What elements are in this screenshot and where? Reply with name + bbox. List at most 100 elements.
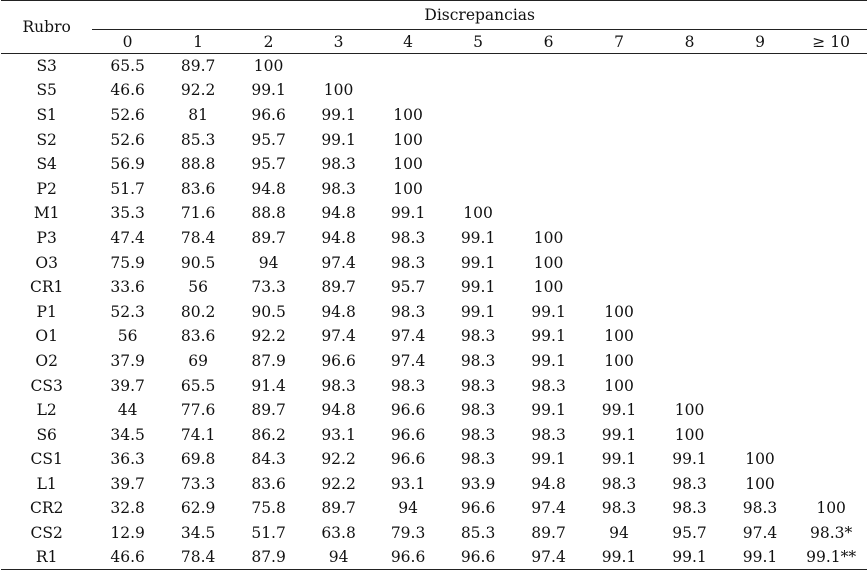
value-cell: 96.6 [251, 105, 286, 124]
value-cell [654, 103, 724, 128]
value-cell [795, 152, 867, 177]
value-cell: 95.7 [251, 130, 286, 149]
value-cell: 96.6 [442, 545, 514, 571]
rubro-cell: CR1 [29, 278, 64, 297]
column-header-row: 0 1 2 3 4 5 6 7 8 9 ≥ 10 [1, 29, 867, 54]
value-cell: 93.1 [390, 474, 426, 493]
value-cell [795, 349, 867, 374]
table-row: CR1 33.6 56 73.3 89.7 95.7 99.1 100 [1, 275, 867, 300]
value-cell [725, 324, 795, 349]
value-cell: 34.5 [180, 524, 216, 543]
value-cell [725, 398, 795, 423]
table-row: L2 44 77.6 89.7 94.8 96.6 98.3 99.1 99.1 100 [1, 398, 867, 423]
column-header: 8 [654, 29, 725, 54]
value-cell [795, 127, 867, 152]
table-row: S3 65.5 89.7 100 [1, 54, 867, 79]
value-cell [513, 127, 583, 152]
column-header: 1 [162, 29, 234, 54]
value-cell [654, 275, 724, 300]
rubro-cell: P3 [36, 228, 57, 247]
value-cell: 100 [253, 57, 284, 76]
table-row: CS1 36.3 69.8 84.3 92.2 96.6 98.3 99.1 99.1 99.1 1… [1, 447, 867, 472]
value-cell: 100 [604, 351, 634, 370]
value-cell: 89.7 [251, 401, 286, 420]
value-cell: 99.1 [531, 302, 566, 321]
column-header: 3 [303, 29, 374, 54]
value-cell [725, 250, 795, 275]
value-cell: 94.8 [251, 179, 286, 198]
value-cell: 98.3 [460, 327, 496, 346]
value-cell: 84.3 [251, 450, 286, 469]
value-cell [725, 103, 795, 128]
value-cell: 99.1 [601, 401, 637, 420]
value-cell: 98.3 [672, 474, 707, 493]
value-cell: 75.9 [110, 253, 145, 272]
value-cell: 97.4 [390, 351, 426, 370]
value-cell: 98.3 [460, 425, 496, 444]
value-cell: 92.2 [321, 474, 356, 493]
column-header: 6 [513, 29, 584, 54]
value-cell [443, 54, 513, 79]
value-cell: 39.7 [110, 376, 145, 395]
value-cell: 99.1 [531, 327, 566, 346]
rubro-header: Rubro [1, 0, 93, 54]
rubro-cell: CR2 [29, 499, 64, 518]
rubro-cell: L1 [36, 474, 57, 493]
value-cell: 63.8 [321, 524, 356, 543]
value-cell: 35.3 [110, 204, 145, 223]
value-cell: 33.6 [110, 278, 145, 297]
value-cell: 94.8 [321, 228, 356, 247]
value-cell [373, 78, 443, 103]
value-cell: 91.4 [251, 376, 286, 395]
value-cell: 96.6 [390, 425, 426, 444]
value-cell: 100 [604, 327, 634, 346]
value-cell: 47.4 [110, 228, 145, 247]
value-cell [795, 250, 867, 275]
value-cell: 94.8 [321, 302, 356, 321]
value-cell: 56 [117, 327, 138, 346]
value-cell: 97.4 [390, 327, 426, 346]
value-cell: 96.6 [373, 545, 443, 571]
value-cell: 100 [674, 425, 705, 444]
value-cell: 75.8 [251, 499, 286, 518]
value-cell [725, 373, 795, 398]
value-cell: 80.2 [180, 302, 216, 321]
value-cell: 98.3 [531, 425, 566, 444]
value-cell [795, 201, 867, 226]
value-cell [654, 349, 724, 374]
value-cell: 52.6 [110, 130, 145, 149]
value-cell: 51.7 [251, 524, 286, 543]
value-cell [725, 201, 795, 226]
value-cell: 96.6 [390, 401, 426, 420]
value-cell [584, 275, 654, 300]
rubro-cell: O3 [35, 253, 58, 272]
column-header: 2 [233, 29, 304, 54]
rubro-cell: S1 [36, 105, 57, 124]
value-cell [795, 447, 867, 472]
value-cell: 98.3 [601, 499, 637, 518]
value-cell: 37.9 [110, 351, 145, 370]
value-cell: 95.7 [672, 524, 707, 543]
value-cell: 85.3 [460, 524, 496, 543]
table-row: O3 75.9 90.5 94 97.4 98.3 99.1 100 [1, 250, 867, 275]
value-cell: 96.6 [321, 351, 356, 370]
value-cell: 99.1 [390, 204, 426, 223]
value-cell: 100 [463, 204, 493, 223]
value-cell: 83.6 [180, 179, 216, 198]
rubro-cell: CS1 [30, 450, 63, 469]
value-cell: 92.2 [180, 81, 216, 100]
value-cell: 83.6 [251, 474, 286, 493]
value-cell: 100 [604, 376, 634, 395]
value-cell [513, 152, 583, 177]
value-cell: 98.3 [601, 474, 637, 493]
value-cell [443, 127, 513, 152]
value-cell [443, 103, 513, 128]
value-cell: 34.5 [110, 425, 145, 444]
value-cell: 100 [533, 253, 564, 272]
value-cell [304, 54, 374, 79]
table-row: L1 39.7 73.3 83.6 92.2 93.1 93.9 94.8 98.3 98.3 10… [1, 472, 867, 497]
value-cell: 96.6 [460, 499, 496, 518]
value-cell [513, 78, 583, 103]
value-cell: 69 [188, 351, 208, 370]
value-cell [725, 127, 795, 152]
